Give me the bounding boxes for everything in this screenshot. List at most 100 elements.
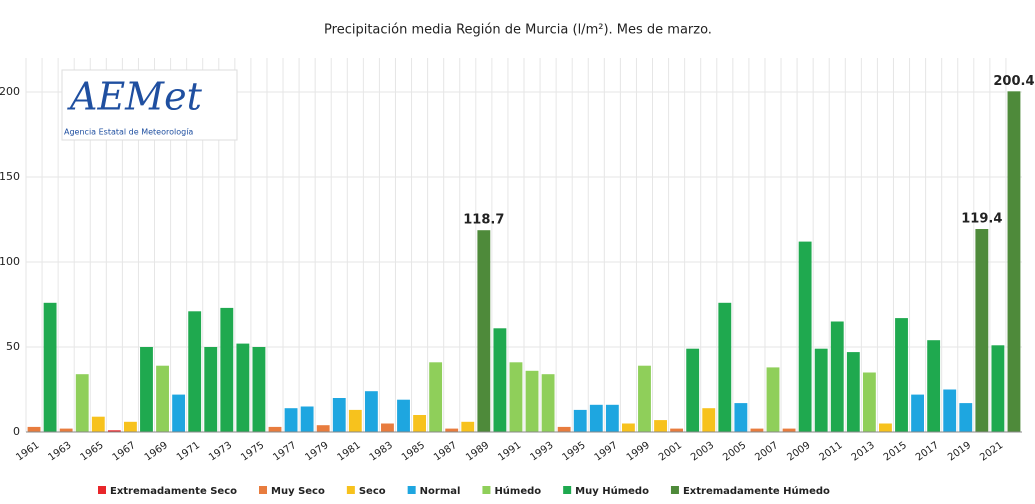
bar [284,408,298,432]
bar [991,345,1005,432]
bar [750,428,764,432]
bar [798,241,812,432]
x-tick-label: 1963 [46,440,73,464]
bar [123,421,137,432]
chart-title: Precipitación media Región de Murcia (l/… [324,23,712,38]
bar [268,426,282,432]
bar [621,423,635,432]
x-tick-label: 1983 [368,440,395,464]
bar [493,328,507,432]
x-tick-label: 1975 [239,440,266,464]
x-tick-label: 2007 [753,440,780,464]
bar [670,428,684,432]
x-tick-label: 1977 [271,440,298,464]
bar [252,347,266,432]
bar [509,362,523,432]
x-tick-label: 1981 [336,440,363,464]
bar [477,230,491,432]
logo-subtitle: Agencia Estatal de Meteorología [64,128,193,137]
x-tick-label: 1991 [496,440,523,464]
bar [204,347,218,432]
x-tick-label: 2001 [657,440,684,464]
x-tick-label: 1961 [14,440,41,464]
bar [140,347,153,432]
legend-swatch [98,486,106,494]
x-tick-label: 2019 [946,440,973,464]
legend-label: Muy Húmedo [575,485,649,497]
bar [397,399,410,432]
bar [525,370,539,432]
bar [975,229,989,432]
y-tick-label: 150 [0,170,20,183]
bar [429,362,443,432]
x-tick-label: 1989 [464,440,491,464]
bar [332,398,346,432]
bar [445,428,459,432]
bar [718,302,732,432]
value-label: 118.7 [463,213,504,228]
bar [911,394,925,432]
bar [43,302,57,432]
bar [846,352,860,432]
legend-label: Normal [420,486,461,497]
legend-label: Extremadamente Seco [110,486,237,497]
bar [927,340,941,432]
x-tick-label: 1995 [561,440,588,464]
y-tick-label: 100 [0,255,20,268]
x-tick-label: 1999 [625,440,652,464]
bar [316,425,330,432]
bar [879,423,892,432]
x-tick-label: 1967 [111,440,138,464]
x-tick-label: 1973 [207,440,234,464]
bar [59,428,73,432]
legend-label: Extremadamente Húmedo [683,485,830,497]
logo: AEMet Agencia Estatal de Meteorología [61,69,238,141]
legend-swatch [407,486,416,494]
bar [638,365,651,432]
logo-text: AEMet [67,75,203,119]
x-tick-label: 1965 [79,440,106,464]
bar [188,311,202,432]
x-tick-label: 1985 [400,440,427,464]
legend-label: Seco [359,486,386,497]
bar [413,415,427,432]
y-tick-label: 200 [0,85,20,98]
bar [541,374,555,432]
bar [589,404,603,432]
legend-swatch [563,486,572,494]
bar [605,404,619,432]
bar [91,416,105,432]
bar [27,426,41,432]
bar [943,389,957,432]
bar [300,406,314,432]
bar [364,391,378,432]
x-tick-label: 1971 [175,440,202,464]
bar [220,307,234,432]
value-label: 119.4 [961,212,1002,227]
bar [862,372,876,432]
x-tick-label: 2005 [721,440,748,464]
bar [1007,91,1021,432]
bar [686,348,700,432]
bar [156,365,169,432]
y-tick-label: 50 [6,340,20,353]
bar [654,420,667,432]
bar [107,430,121,432]
x-tick-label: 1979 [303,440,330,464]
bar [830,321,844,432]
bar [702,408,716,432]
bar [895,318,908,432]
legend-label: Húmedo [494,485,541,497]
legend-swatch [482,486,491,494]
x-tick-label: 1993 [528,440,555,464]
legend-swatch [346,486,355,494]
bar [75,374,89,432]
x-tick-label: 2009 [785,440,812,464]
bar [959,403,973,432]
x-tick-label: 1987 [432,440,459,464]
bar [814,348,828,432]
bar [172,394,186,432]
x-tick-label: 1997 [593,440,620,464]
x-tick-label: 2021 [978,440,1005,464]
